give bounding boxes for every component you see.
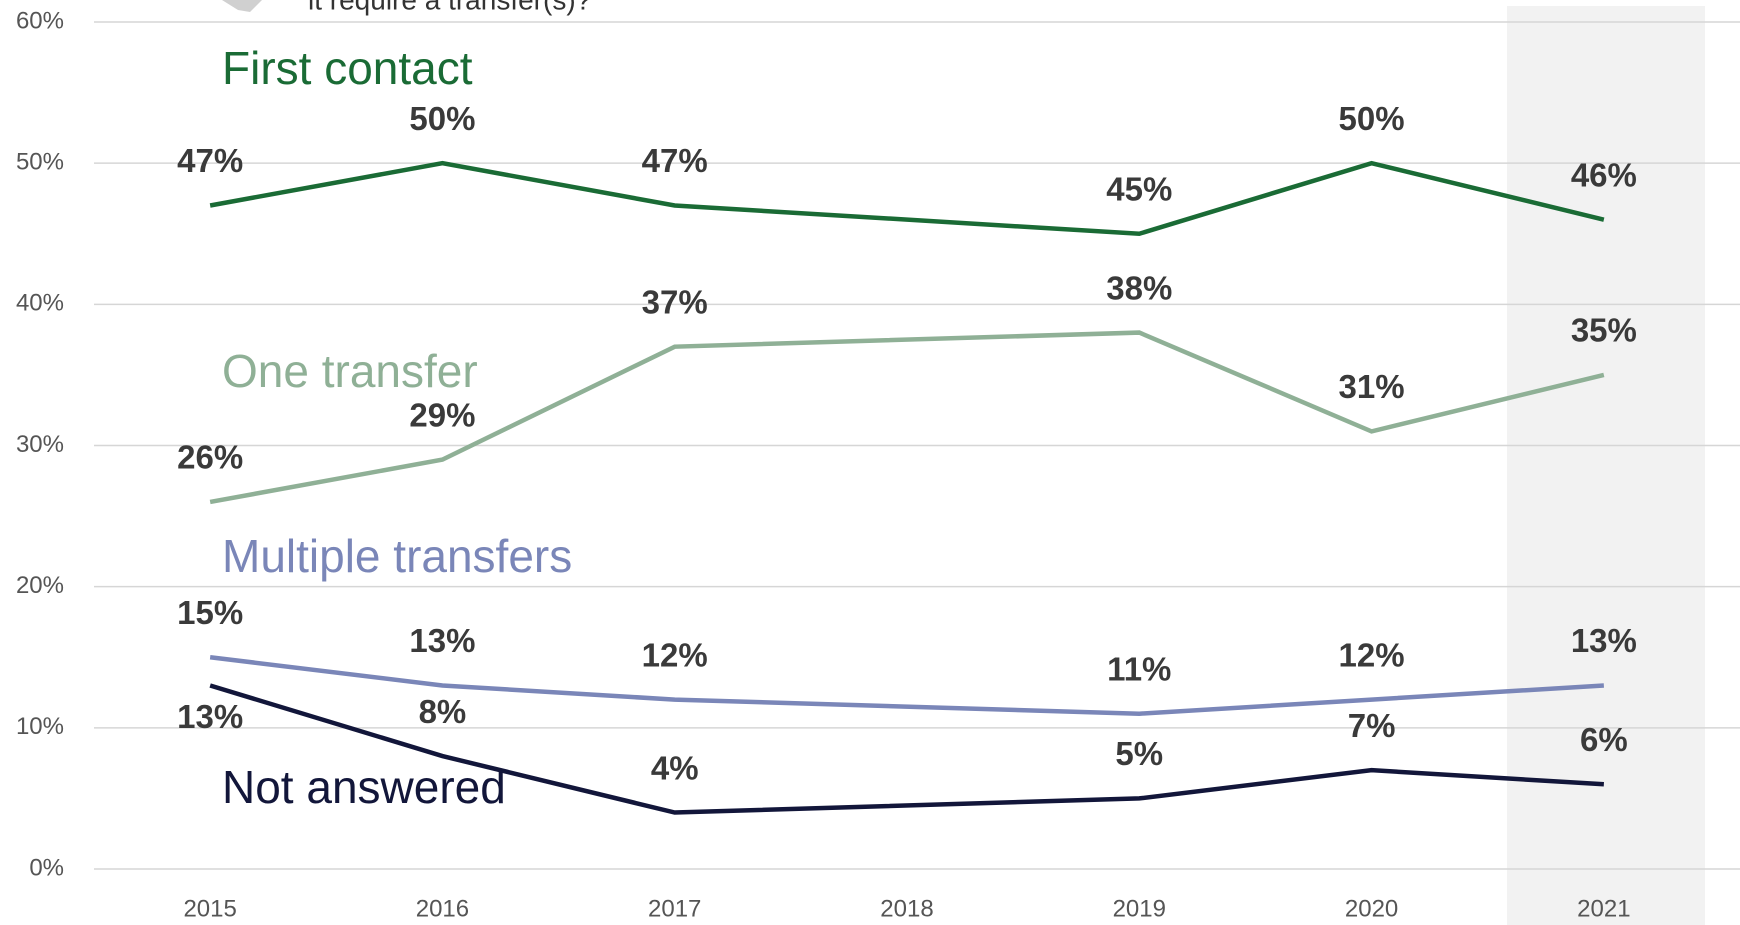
value-label: 11% [1107, 650, 1171, 687]
x-tick-label: 2017 [648, 895, 701, 922]
y-tick-label: 0% [29, 854, 64, 881]
value-label: 45% [1106, 170, 1172, 207]
callout-pointer [222, 0, 262, 12]
value-label: 38% [1106, 269, 1172, 306]
value-label: 12% [642, 636, 708, 673]
y-tick-label: 30% [16, 431, 64, 458]
value-label: 46% [1571, 156, 1637, 193]
value-label: 35% [1571, 312, 1637, 349]
highlight-band [1507, 6, 1705, 925]
value-label: 31% [1339, 368, 1405, 405]
value-label: 7% [1348, 707, 1396, 744]
value-label: 12% [1339, 636, 1405, 673]
value-label: 37% [642, 283, 708, 320]
line [209, 160, 1605, 237]
series-label: First contact [222, 42, 473, 94]
value-label: 8% [419, 693, 467, 730]
value-label: 13% [1571, 622, 1637, 659]
line [209, 330, 1605, 505]
value-label: 29% [409, 396, 475, 433]
series-label: Multiple transfers [222, 530, 572, 582]
x-tick-label: 2015 [183, 895, 236, 922]
value-label: 13% [177, 698, 243, 735]
value-label: 15% [177, 594, 243, 631]
y-tick-label: 60% [16, 7, 64, 34]
value-label: 47% [642, 142, 708, 179]
series-label: Not answered [222, 761, 506, 813]
x-tick-label: 2018 [880, 895, 933, 922]
y-tick-label: 20% [16, 572, 64, 599]
value-label: 4% [651, 749, 699, 786]
value-label: 50% [409, 100, 475, 137]
value-label: 13% [409, 622, 475, 659]
value-label: 50% [1339, 100, 1405, 137]
x-tick-label: 2016 [416, 895, 469, 922]
y-tick-label: 40% [16, 290, 64, 317]
y-tick-label: 10% [16, 713, 64, 740]
y-tick-label: 50% [16, 149, 64, 176]
x-tick-label: 2021 [1577, 895, 1630, 922]
annotation: it require a transfer(s)? [308, 0, 591, 15]
value-label: 5% [1115, 735, 1163, 772]
x-tick-label: 2019 [1113, 895, 1166, 922]
line [209, 683, 1604, 815]
value-label: 26% [177, 439, 243, 476]
value-label: 47% [177, 142, 243, 179]
x-tick-label: 2020 [1345, 895, 1398, 922]
value-label: 6% [1580, 721, 1628, 758]
line [209, 655, 1604, 716]
series-label: One transfer [222, 345, 478, 397]
